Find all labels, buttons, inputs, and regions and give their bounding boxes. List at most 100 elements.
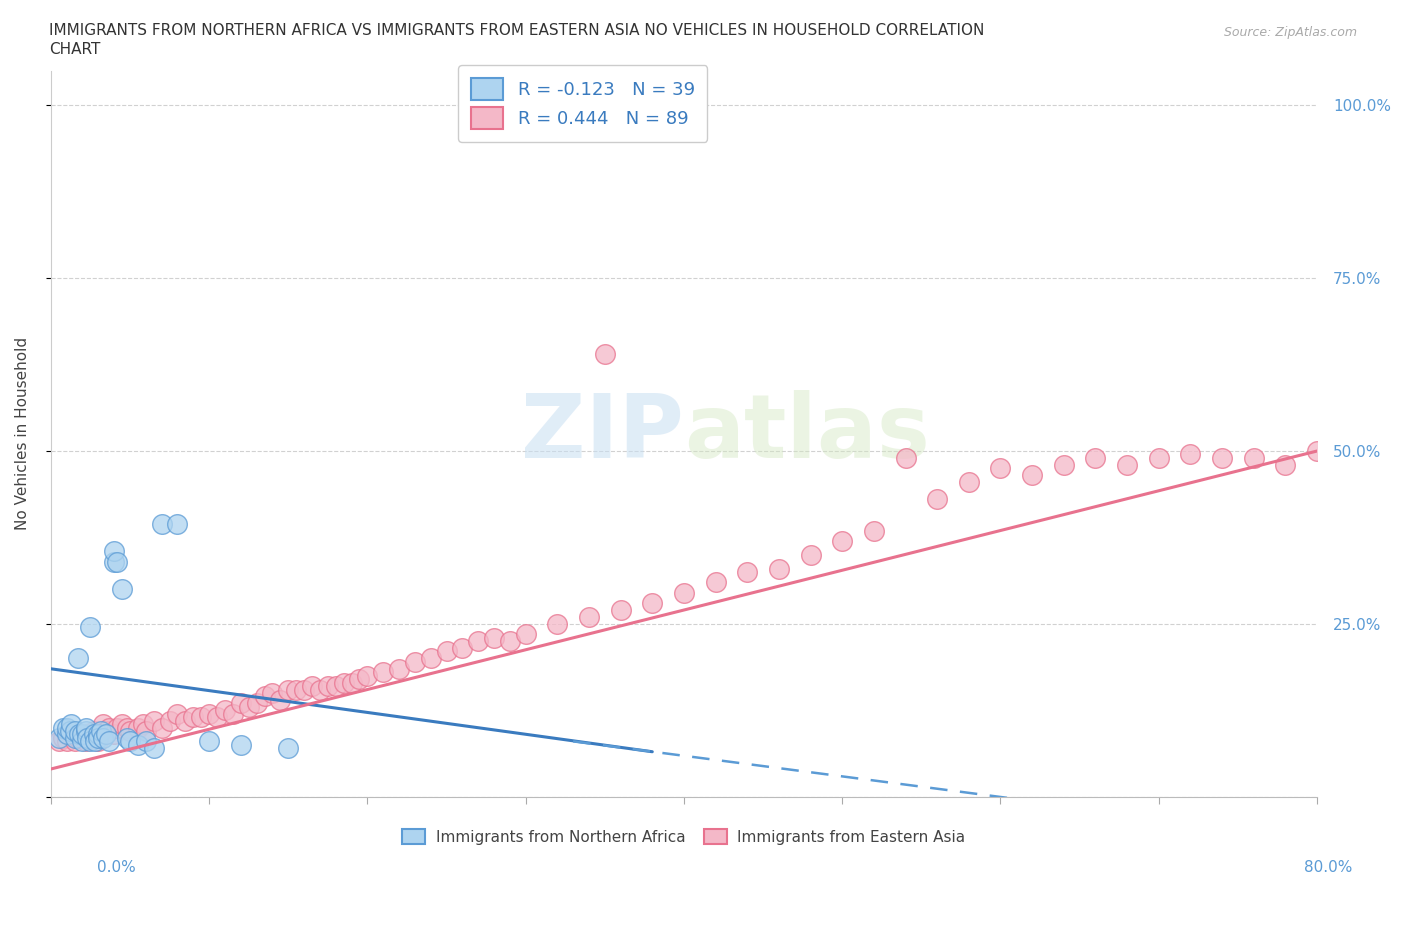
Point	[1211, 450, 1233, 465]
Point	[269, 693, 291, 708]
Point	[482, 631, 505, 645]
Point	[91, 717, 114, 732]
Point	[222, 706, 245, 721]
Point	[641, 595, 664, 610]
Point	[76, 727, 98, 742]
Point	[103, 544, 125, 559]
Point	[229, 737, 252, 752]
Point	[103, 554, 125, 569]
Point	[98, 720, 121, 735]
Point	[103, 727, 125, 742]
Point	[142, 713, 165, 728]
Point	[63, 730, 86, 745]
Point	[451, 641, 474, 656]
Point	[181, 710, 204, 724]
Point	[66, 730, 89, 745]
Point	[118, 724, 141, 738]
Point	[863, 523, 886, 538]
Point	[1274, 458, 1296, 472]
Point	[59, 724, 82, 738]
Point	[1084, 450, 1107, 465]
Point	[990, 461, 1012, 476]
Point	[96, 727, 118, 742]
Point	[72, 727, 94, 742]
Point	[66, 651, 89, 666]
Point	[166, 706, 188, 721]
Point	[87, 727, 110, 742]
Y-axis label: No Vehicles in Household: No Vehicles in Household	[15, 338, 30, 530]
Point	[356, 669, 378, 684]
Point	[63, 724, 86, 738]
Text: 80.0%: 80.0%	[1305, 860, 1353, 875]
Point	[111, 582, 134, 597]
Point	[75, 720, 97, 735]
Text: IMMIGRANTS FROM NORTHERN AFRICA VS IMMIGRANTS FROM EASTERN ASIA NO VEHICLES IN H: IMMIGRANTS FROM NORTHERN AFRICA VS IMMIG…	[49, 23, 984, 38]
Point	[325, 679, 347, 694]
Point	[1116, 458, 1139, 472]
Point	[262, 685, 284, 700]
Point	[96, 724, 118, 738]
Point	[105, 554, 128, 569]
Point	[72, 730, 94, 745]
Point	[87, 730, 110, 745]
Point	[799, 547, 821, 562]
Point	[75, 734, 97, 749]
Point	[205, 710, 228, 724]
Point	[1147, 450, 1170, 465]
Point	[87, 734, 110, 749]
Point	[79, 734, 101, 749]
Point	[91, 730, 114, 745]
Point	[150, 516, 173, 531]
Point	[67, 727, 90, 742]
Point	[55, 734, 77, 749]
Point	[332, 675, 354, 690]
Point	[79, 730, 101, 745]
Point	[135, 724, 157, 738]
Point	[55, 720, 77, 735]
Point	[48, 730, 70, 745]
Point	[105, 720, 128, 735]
Point	[115, 720, 138, 735]
Point	[499, 633, 522, 648]
Point	[735, 565, 758, 579]
Point	[87, 727, 110, 742]
Point	[704, 575, 727, 590]
Point	[349, 671, 371, 686]
Point	[52, 730, 75, 745]
Point	[957, 474, 980, 489]
Point	[292, 682, 315, 697]
Point	[174, 713, 197, 728]
Point	[578, 609, 600, 624]
Point	[75, 724, 97, 738]
Point	[1306, 444, 1329, 458]
Point	[67, 727, 90, 742]
Point	[142, 741, 165, 756]
Point	[127, 720, 149, 735]
Point	[253, 689, 276, 704]
Point	[59, 727, 82, 742]
Point	[60, 717, 83, 732]
Point	[546, 617, 568, 631]
Point	[72, 734, 94, 749]
Point	[90, 724, 112, 738]
Point	[419, 651, 441, 666]
Point	[84, 734, 107, 749]
Point	[198, 734, 221, 749]
Point	[238, 699, 260, 714]
Point	[894, 450, 917, 465]
Point	[150, 720, 173, 735]
Point	[309, 682, 332, 697]
Point	[48, 734, 70, 749]
Point	[467, 633, 489, 648]
Point	[1053, 458, 1076, 472]
Text: Source: ZipAtlas.com: Source: ZipAtlas.com	[1223, 26, 1357, 39]
Point	[316, 679, 339, 694]
Point	[229, 696, 252, 711]
Legend: Immigrants from Northern Africa, Immigrants from Eastern Asia: Immigrants from Northern Africa, Immigra…	[396, 822, 972, 851]
Point	[373, 665, 395, 680]
Point	[404, 655, 426, 670]
Point	[388, 661, 411, 676]
Point	[515, 627, 537, 642]
Point	[214, 703, 236, 718]
Point	[63, 734, 86, 749]
